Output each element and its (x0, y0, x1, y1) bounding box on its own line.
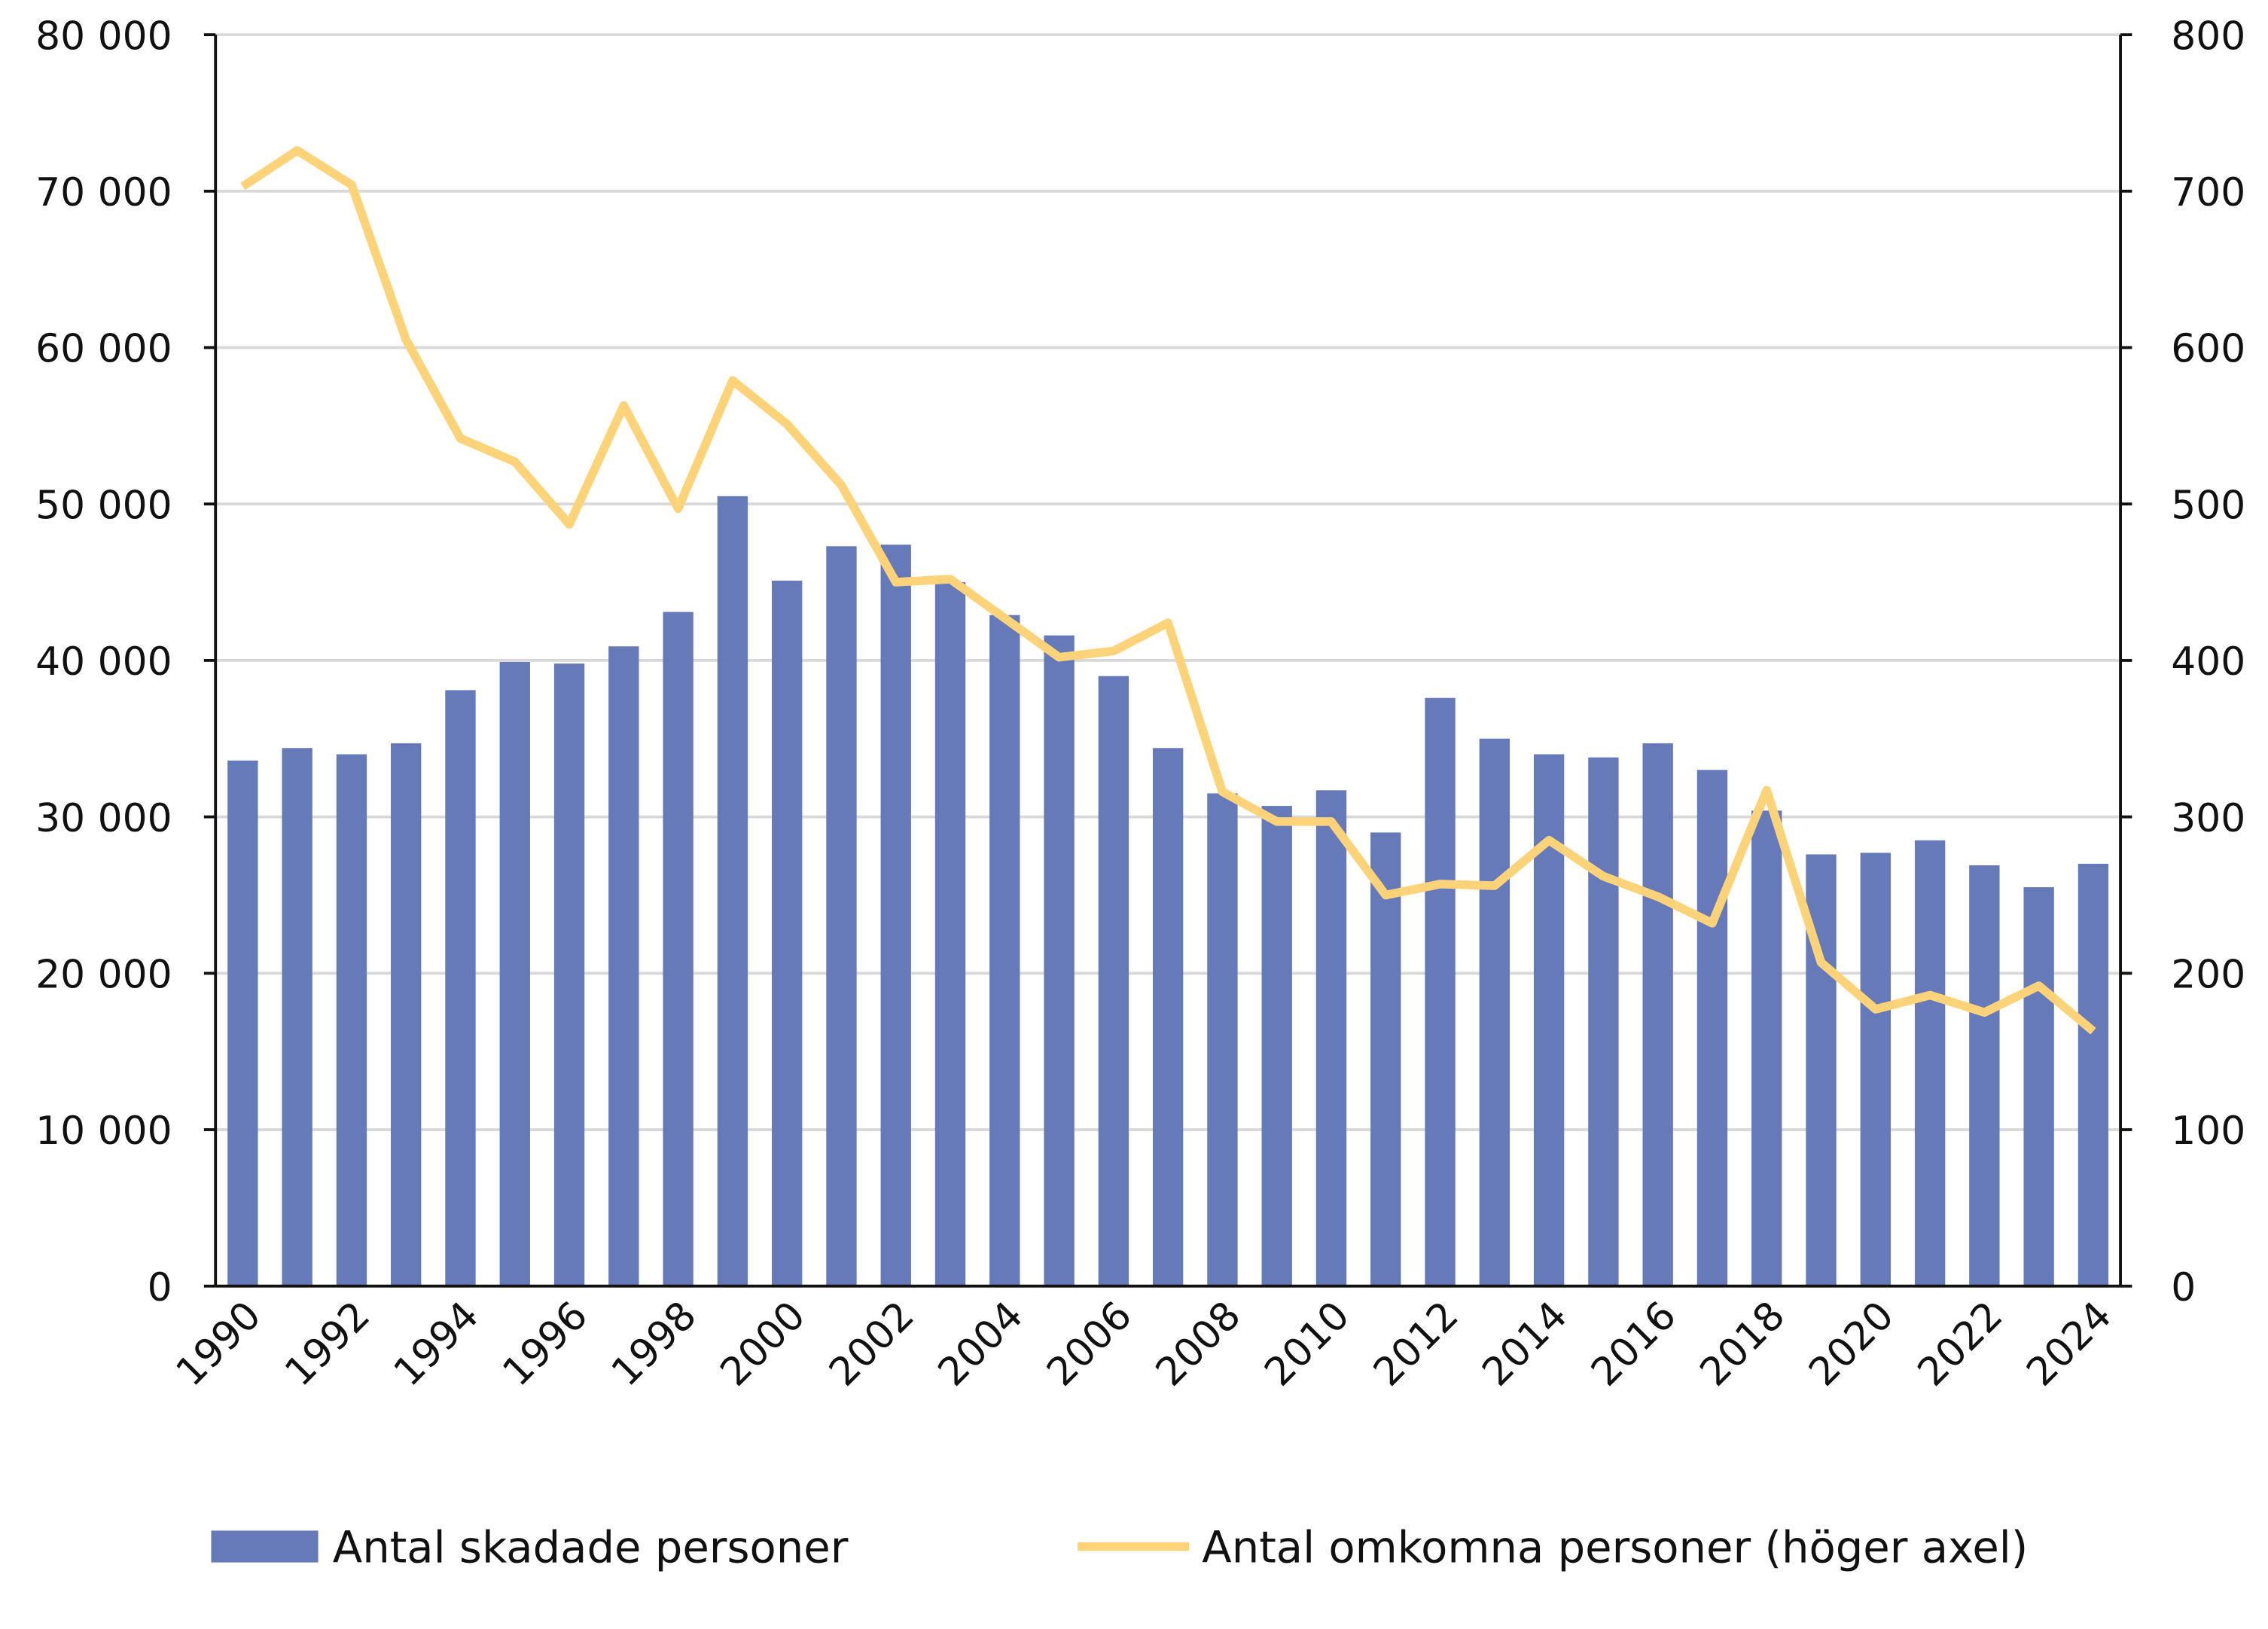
bar-2008 (1207, 793, 1238, 1286)
right-axis-tick-label: 700 (2171, 170, 2245, 215)
axes (203, 33, 2132, 1288)
left-axis-tick-label: 40 000 (35, 639, 172, 685)
legend-swatch-bar (211, 1530, 319, 1563)
left-axis-tick-label: 10 000 (35, 1109, 172, 1154)
left-axis-tick-label: 0 (148, 1265, 172, 1310)
x-tick-label: 2010 (1256, 1293, 1358, 1396)
bar-1990 (227, 760, 258, 1286)
x-tick-label: 2016 (1583, 1293, 1685, 1396)
bar-2007 (1152, 748, 1184, 1286)
bar-1995 (499, 661, 530, 1286)
right-axis-tick-label: 0 (2171, 1265, 2196, 1310)
x-tick-label: 1994 (386, 1293, 488, 1396)
legend-label-line: Antal omkomna personer (höger axel) (1202, 1523, 2028, 1573)
x-tick-label: 2022 (1910, 1293, 2012, 1396)
x-tick-label: 2008 (1148, 1293, 1250, 1396)
bar-1994 (445, 690, 476, 1286)
left-axis-tick-label: 50 000 (35, 483, 172, 528)
bar-2003 (934, 582, 966, 1286)
bar-2021 (1914, 840, 1946, 1286)
bar-1991 (282, 748, 312, 1286)
bar-1999 (717, 496, 748, 1286)
x-tick-label: 1992 (276, 1293, 379, 1396)
bar-2023 (2023, 887, 2054, 1286)
right-axis-tick-label: 300 (2171, 796, 2245, 841)
right-axis-tick-label: 100 (2171, 1109, 2245, 1154)
left-axis-tick-label: 80 000 (35, 14, 172, 59)
right-axis-tick-label: 800 (2171, 14, 2245, 59)
x-tick-label: 2024 (2018, 1293, 2120, 1396)
bar-2000 (772, 580, 803, 1286)
bar-1993 (391, 743, 422, 1286)
bar-2018 (1751, 810, 1782, 1286)
left-axis-tick-label: 70 000 (35, 170, 172, 215)
line-series-omkomna (240, 146, 2096, 1035)
bar-2004 (989, 615, 1020, 1286)
left-axis-tick-label: 20 000 (35, 953, 172, 998)
x-tick-label: 2000 (712, 1293, 815, 1396)
bar-2015 (1588, 757, 1619, 1286)
right-axis-tick-label: 400 (2171, 639, 2245, 685)
left-axis-tick-label: 60 000 (35, 327, 172, 372)
bar-2005 (1044, 635, 1075, 1286)
bar-1992 (336, 754, 367, 1286)
bar-2001 (826, 546, 857, 1286)
bar-2014 (1533, 754, 1565, 1286)
bar-2012 (1425, 697, 1456, 1286)
bar-series (227, 496, 2109, 1286)
right-axis-tick-label: 200 (2171, 953, 2245, 998)
x-tick-label: 2012 (1365, 1293, 1468, 1396)
bar-2002 (880, 545, 911, 1286)
legend: Antal skadade personer Antal omkomna per… (211, 1523, 2028, 1573)
bar-1997 (608, 646, 639, 1286)
bar-2024 (2077, 863, 2109, 1286)
x-tick-label: 2020 (1800, 1293, 1903, 1396)
x-tick-label: 2004 (930, 1293, 1032, 1396)
bar-2010 (1315, 790, 1347, 1286)
bar-2020 (1860, 853, 1891, 1286)
bar-2013 (1479, 738, 1510, 1286)
bar-1998 (663, 612, 694, 1286)
bar-2016 (1642, 743, 1673, 1286)
bar-2009 (1261, 806, 1292, 1286)
bar-2022 (1969, 865, 2000, 1286)
left-axis-tick-label: 30 000 (35, 796, 172, 841)
bar-2006 (1098, 676, 1129, 1286)
x-tick-label: 2002 (821, 1293, 923, 1396)
right-axis-tick-label: 600 (2171, 327, 2245, 372)
x-tick-label: 2006 (1038, 1293, 1141, 1396)
bar-1996 (553, 663, 585, 1286)
bar-2011 (1370, 832, 1401, 1286)
legend-label-bar: Antal skadade personer (333, 1523, 849, 1573)
x-tick-label: 2018 (1692, 1293, 1794, 1396)
bar-2017 (1696, 770, 1728, 1286)
x-tick-label: 1990 (168, 1293, 270, 1396)
x-tick-label: 1996 (494, 1293, 596, 1396)
x-tick-label: 2014 (1474, 1293, 1576, 1396)
right-axis-tick-label: 500 (2171, 483, 2245, 528)
x-tick-label: 1998 (603, 1293, 706, 1396)
